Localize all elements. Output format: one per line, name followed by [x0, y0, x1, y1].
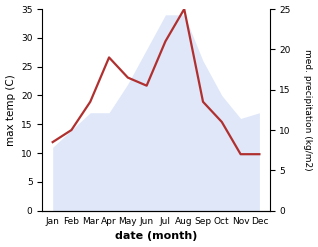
Y-axis label: med. precipitation (kg/m2): med. precipitation (kg/m2) — [303, 49, 313, 171]
Y-axis label: max temp (C): max temp (C) — [5, 74, 16, 146]
X-axis label: date (month): date (month) — [115, 231, 197, 242]
